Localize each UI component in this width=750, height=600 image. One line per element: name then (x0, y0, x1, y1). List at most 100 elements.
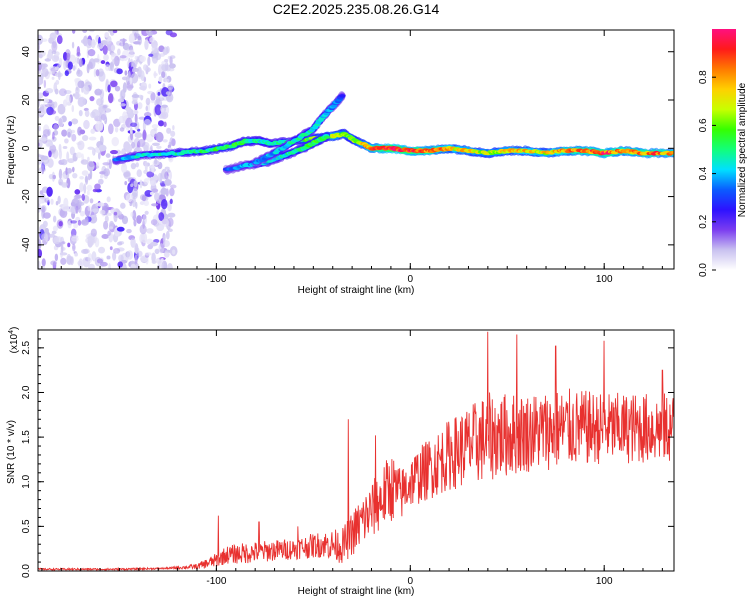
noise-blob (139, 224, 147, 235)
noise-blob (167, 203, 172, 212)
noise-blob (124, 181, 128, 186)
noise-blob (74, 252, 78, 257)
noise-blob (100, 60, 106, 65)
noise-blob (52, 225, 59, 232)
noise-blob (72, 243, 76, 252)
y-tick-label: 0.5 (21, 519, 32, 533)
noise-blob (167, 217, 174, 227)
noise-blob (84, 216, 89, 225)
noise-blob (172, 125, 175, 131)
noise-blob (119, 55, 127, 59)
noise-blob (148, 83, 152, 89)
noise-blob (141, 194, 147, 202)
noise-blob (102, 162, 111, 166)
noise-blob (123, 171, 131, 178)
noise-blob (137, 35, 142, 41)
noise-blob (41, 63, 48, 68)
colorbar: 0.0 0.2 0.4 0.6 0.8 Normalized spectral ampl… (698, 29, 748, 277)
noise-blob (135, 247, 140, 252)
noise-blob (61, 129, 68, 137)
noise-blob (73, 222, 79, 229)
noise-blob (51, 230, 57, 235)
noise-blob (106, 35, 112, 45)
y-tick-label: 2.0 (21, 385, 32, 399)
noise-blob (151, 203, 159, 207)
noise-blob (42, 98, 50, 104)
noise-blob (42, 129, 50, 137)
noise-blob (56, 35, 63, 45)
noise-blob (38, 42, 41, 52)
noise-blob (143, 64, 148, 71)
noise-blob (126, 106, 132, 114)
noise-blob (79, 129, 86, 135)
noise-blob (145, 97, 151, 106)
noise-blob (104, 31, 109, 38)
noise-blob (41, 164, 45, 175)
noise-blob (84, 109, 90, 118)
noise-blob (137, 102, 143, 110)
noise-blob (72, 30, 76, 34)
noise-blob (57, 195, 61, 205)
noise-blob (87, 61, 93, 70)
noise-blob (128, 49, 135, 58)
noise-blob (87, 205, 91, 212)
noise-blob (144, 161, 148, 172)
noise-blob (118, 254, 124, 262)
noise-blob (57, 103, 66, 115)
svg-text:(x104): (x104) (8, 327, 20, 354)
noise-blob (131, 94, 140, 99)
noise-blob (139, 55, 146, 63)
noise-blob (126, 228, 132, 234)
noise-blob (148, 53, 154, 57)
noise-blob (161, 218, 170, 227)
noise-blob (131, 196, 136, 208)
spectrogram-y-axis: -40 -20 0 20 40 (21, 39, 674, 270)
noise-blob (139, 201, 145, 206)
noise-blob (130, 72, 139, 84)
noise-blob (139, 179, 143, 189)
noise-blob (170, 130, 176, 137)
noise-blob (164, 178, 172, 186)
noise-blob (146, 171, 155, 178)
noise-blob (53, 236, 61, 245)
noise-blob (70, 220, 78, 224)
noise-blob (62, 145, 68, 149)
noise-blob (72, 93, 76, 97)
noise-blob (89, 210, 96, 218)
noise-blob (164, 166, 170, 170)
noise-blob (151, 164, 155, 173)
noise-blob (90, 38, 96, 49)
noise-blob (49, 144, 57, 154)
noise-blob (58, 220, 63, 227)
noise-blob (87, 49, 96, 57)
ridge-cell (339, 94, 346, 98)
noise-blob (169, 187, 175, 197)
noise-blob (75, 57, 78, 63)
ridge-cell (323, 135, 331, 139)
noise-blob (71, 133, 77, 142)
noise-blob (89, 198, 94, 204)
noise-blob (72, 172, 78, 179)
noise-blob (107, 230, 111, 236)
noise-blob (91, 251, 97, 262)
noise-blob (89, 96, 95, 102)
noise-blob (160, 187, 168, 196)
noise-blob (81, 170, 89, 176)
colorbar-gradient (712, 29, 736, 270)
noise-blob (144, 189, 153, 197)
noise-blob (140, 232, 148, 244)
noise-blob (129, 202, 133, 207)
noise-blob (77, 219, 82, 226)
noise-blob (168, 63, 176, 69)
noise-blob (79, 210, 86, 217)
noise-blob (41, 258, 46, 267)
noise-blob (51, 54, 60, 63)
noise-blob (111, 136, 120, 147)
noise-blob (77, 80, 85, 89)
noise-blob (47, 142, 54, 147)
noise-blob (158, 243, 165, 254)
noise-blob (155, 131, 164, 143)
noise-blob (78, 109, 83, 117)
y-tick-label: -40 (21, 237, 32, 252)
noise-blob (85, 175, 89, 185)
